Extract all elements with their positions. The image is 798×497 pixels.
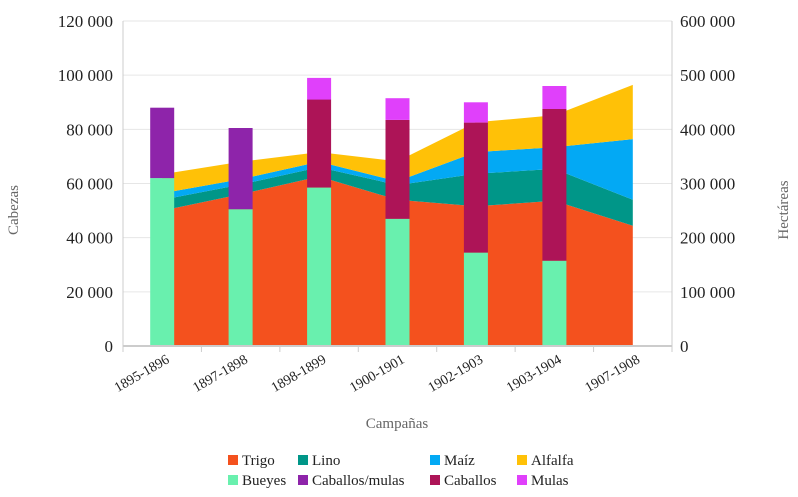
y-tick-label-left: 0 <box>105 337 114 356</box>
area-maíz <box>162 139 633 200</box>
bar-bueyes-1900-1901 <box>385 218 410 346</box>
legend-label-ma-z: Maíz <box>444 453 475 469</box>
legend-swatch-caballos <box>430 475 440 485</box>
legend-swatch-ma-z <box>430 455 440 465</box>
bar-caballos-1902-1903 <box>463 122 488 253</box>
y-tick-label-left: 120 000 <box>58 12 113 31</box>
legend-label-caballos: Caballos <box>444 473 497 489</box>
bar-bueyes-1898-1899 <box>307 187 332 346</box>
legend-label-mulas: Mulas <box>531 473 569 489</box>
x-tick-label: 1900-1901 <box>347 352 407 395</box>
legend-swatch-mulas <box>517 475 527 485</box>
legend-label-alfalfa: Alfalfa <box>531 453 574 469</box>
y-tick-label-right: 300 000 <box>680 175 735 194</box>
y-axis-title-right: Hectáreas <box>776 180 792 239</box>
bar-mulas-1903-1904 <box>542 86 567 109</box>
legend-label-bueyes: Bueyes <box>242 473 286 489</box>
legend-swatch-caballos-mulas <box>298 475 308 485</box>
x-tick-label: 1898-1899 <box>269 352 329 395</box>
y-tick-label-left: 60 000 <box>66 175 113 194</box>
y-tick-label-right: 500 000 <box>680 66 735 85</box>
y-tick-label-right: 400 000 <box>680 120 735 139</box>
bar-caballos-1903-1904 <box>542 109 567 261</box>
y-tick-label-right: 100 000 <box>680 283 735 302</box>
bar-mulas-1902-1903 <box>463 102 488 123</box>
bar-mulas-1898-1899 <box>307 77 332 100</box>
y-tick-label-left: 20 000 <box>66 283 113 302</box>
bars <box>150 77 567 346</box>
legend: Trigo Lino Maíz Alfalfa Bueyes Caballos/mulas… <box>228 453 574 489</box>
legend-swatch-lino <box>298 455 308 465</box>
y-tick-label-right: 200 000 <box>680 229 735 248</box>
y-tick-label-right: 0 <box>680 337 689 356</box>
area-alfalfa <box>162 84 633 194</box>
x-tick-label: 1895-1896 <box>112 352 172 395</box>
bar-bueyes-1903-1904 <box>542 260 567 346</box>
legend-swatch-bueyes <box>228 475 238 485</box>
y-axis-title-left: Cabezas <box>6 185 22 235</box>
legend-label-trigo: Trigo <box>242 453 275 469</box>
bar-mulas-1900-1901 <box>385 98 410 120</box>
y-tick-label-left: 40 000 <box>66 229 113 248</box>
x-tick-label: 1907-1908 <box>583 352 643 395</box>
legend-label-lino: Lino <box>312 453 340 469</box>
bar-caballos-1900-1901 <box>385 119 410 219</box>
bar-caballos-mulas-1897-1898 <box>228 128 253 210</box>
y-tick-label-left: 80 000 <box>66 120 113 139</box>
x-tick-label: 1903-1904 <box>504 352 564 395</box>
bar-bueyes-1902-1903 <box>463 252 488 346</box>
y-tick-label-right: 600 000 <box>680 12 735 31</box>
bar-caballos-mulas-1895-1896 <box>150 107 175 179</box>
bar-bueyes-1897-1898 <box>228 209 253 346</box>
axes <box>122 21 673 352</box>
legend-swatch-alfalfa <box>517 455 527 465</box>
legend-swatch-trigo <box>228 455 238 465</box>
y-tick-label-left: 100 000 <box>58 66 113 85</box>
x-tick-label: 1897-1898 <box>191 352 251 395</box>
legend-label-caballos-mulas: Caballos/mulas <box>312 473 405 489</box>
x-tick-label: 1902-1903 <box>426 352 486 395</box>
x-axis-title: Campañas <box>366 416 429 432</box>
bar-bueyes-1895-1896 <box>150 178 175 346</box>
bar-caballos-1898-1899 <box>307 99 332 188</box>
